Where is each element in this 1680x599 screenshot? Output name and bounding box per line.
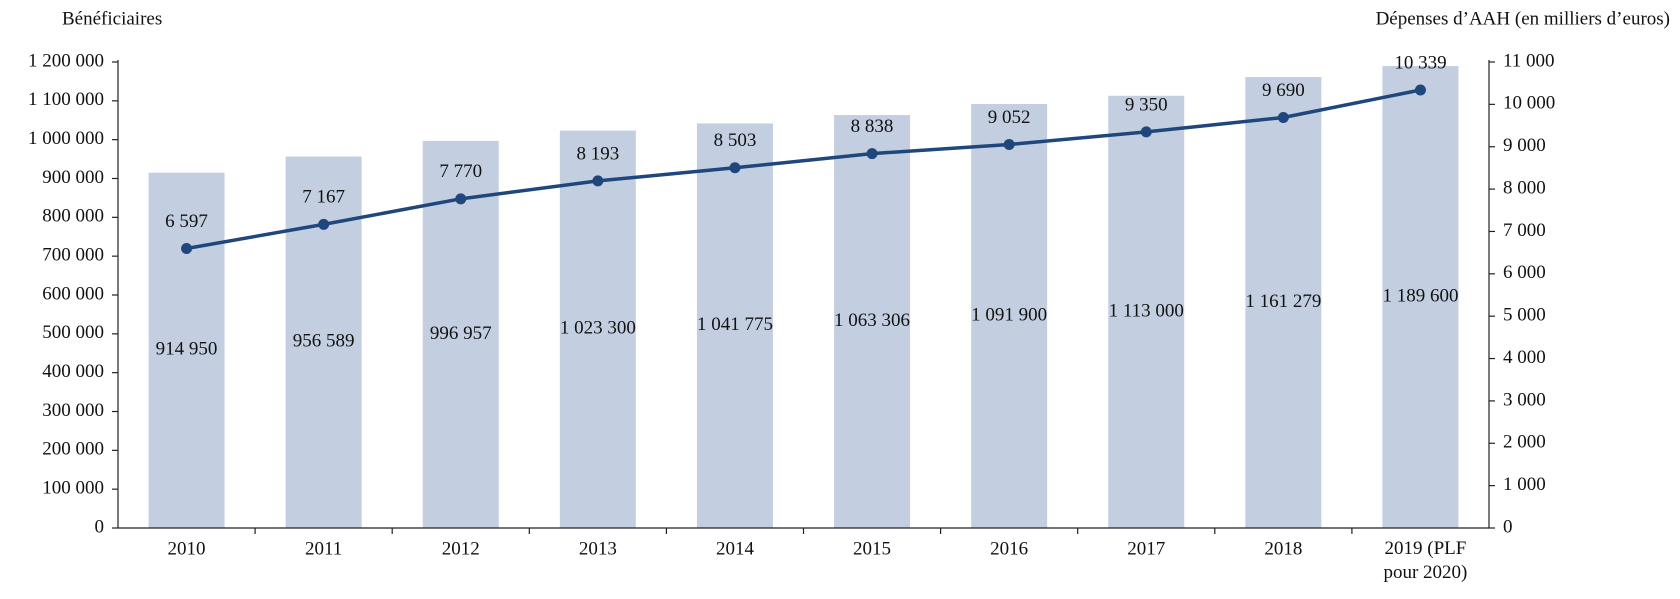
y2-tick-label: 1 000: [1503, 474, 1546, 495]
line-point: [866, 148, 878, 160]
x-tick-label-line: 2019 (PLF: [1385, 538, 1467, 559]
line-point: [1277, 111, 1289, 123]
line-point: [1003, 139, 1015, 151]
bar-value-label: 956 589: [293, 331, 355, 352]
bar-value-label: 1 161 279: [1245, 291, 1321, 312]
y-tick-label: 900 000: [42, 167, 104, 188]
bar: [971, 103, 1048, 529]
line-value-label: 6 597: [165, 211, 208, 232]
y-tick-label: 500 000: [42, 322, 104, 343]
line-point: [455, 193, 467, 205]
y2-tick-label: 0: [1503, 516, 1513, 537]
y2-tick-label: 3 000: [1503, 389, 1546, 410]
y-tick-label: 400 000: [42, 361, 104, 382]
line-point: [592, 175, 604, 187]
line-value-label: 8 838: [851, 116, 894, 137]
bar-value-label: 1 023 300: [560, 318, 636, 339]
x-tick-label: 2012: [442, 538, 480, 559]
x-tick-label: 2010: [168, 538, 206, 559]
y2-tick-label: 10 000: [1503, 93, 1555, 114]
line-value-label: 10 339: [1394, 52, 1446, 73]
y2-axis-title: Dépenses d’AAH (en milliers d’euros): [1376, 8, 1670, 29]
line-point: [1414, 84, 1426, 96]
bar: [1382, 66, 1459, 528]
x-tick-label: 2016: [990, 538, 1028, 559]
bar: [422, 140, 499, 528]
bar: [148, 172, 225, 529]
bar-value-label: 1 063 306: [834, 310, 910, 331]
x-tick-label-line: pour 2020): [1383, 562, 1467, 583]
bar: [696, 123, 773, 529]
y2-tick-label: 4 000: [1503, 347, 1546, 368]
line-value-label: 9 052: [988, 107, 1031, 128]
line: [186, 88, 1421, 251]
y-tick-label: 600 000: [42, 283, 104, 304]
y2-tick-label: 6 000: [1503, 262, 1546, 283]
bar-value-label: 1 189 600: [1382, 285, 1458, 306]
y-tick-label: 100 000: [42, 478, 104, 499]
line-point: [318, 218, 330, 230]
bar-value-label: 914 950: [156, 339, 218, 360]
bar: [559, 130, 636, 528]
y2-tick-label: 8 000: [1503, 177, 1546, 198]
y-tick-label: 1 200 000: [28, 50, 104, 71]
x-tick-label: 2014: [716, 538, 755, 559]
y-tick-label: 700 000: [42, 245, 104, 266]
line-point: [729, 162, 741, 174]
y-tick-label: 300 000: [42, 400, 104, 421]
y2-tick-label: 9 000: [1503, 135, 1546, 156]
y-tick-label: 1 000 000: [28, 128, 104, 149]
y-axis-title: Bénéficiaires: [62, 8, 162, 29]
bar-value-label: 1 041 775: [697, 314, 773, 335]
line-value-label: 9 350: [1125, 94, 1168, 115]
x-tick-label: 2019 (PLF pour 2020): [1383, 538, 1467, 583]
y2-tick-label: 7 000: [1503, 220, 1546, 241]
line-value-label: 8 193: [576, 143, 619, 164]
y2-tick-label: 2 000: [1503, 432, 1546, 453]
y-tick-label: 200 000: [42, 439, 104, 460]
line-point: [1140, 126, 1152, 138]
x-tick-label: 2013: [579, 538, 617, 559]
line-value-label: 8 503: [714, 130, 757, 151]
line-value-label: 7 770: [439, 161, 482, 182]
x-tick-label: 2011: [305, 538, 342, 559]
x-tick-label: 2017: [1127, 538, 1165, 559]
x-tick-label: 2015: [853, 538, 891, 559]
bar: [1108, 95, 1185, 528]
bar-value-label: 1 091 900: [971, 304, 1047, 325]
y2-tick-label: 11 000: [1503, 50, 1555, 71]
y-tick-label: 0: [95, 516, 105, 537]
line-value-label: 7 167: [302, 187, 345, 208]
x-tick-label: 2018: [1264, 538, 1302, 559]
bar: [1245, 77, 1322, 528]
bar: [834, 115, 911, 529]
y-tick-label: 1 100 000: [28, 89, 104, 110]
line-point: [181, 243, 193, 255]
bar-value-label: 996 957: [430, 323, 492, 344]
line-value-label: 9 690: [1262, 80, 1305, 101]
y2-tick-label: 5 000: [1503, 305, 1546, 326]
bar-value-label: 1 113 000: [1109, 300, 1184, 321]
y-tick-label: 800 000: [42, 206, 104, 227]
